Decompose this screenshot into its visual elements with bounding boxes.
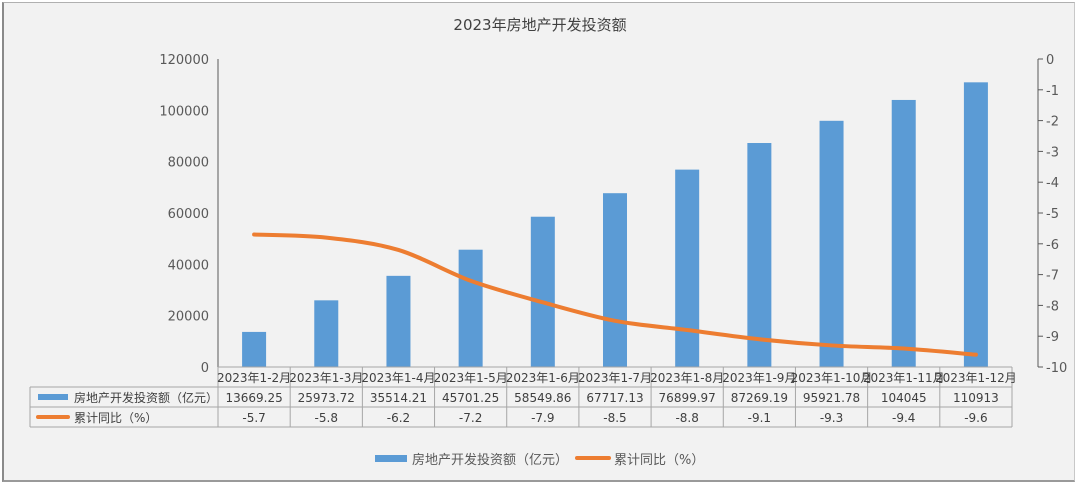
table-cell-value: -9.3 [820,411,843,425]
table-cell-value: 25973.72 [298,391,355,405]
y-right-tick-label: -8 [1046,299,1059,314]
legend-label: 房地产开发投资额（亿元） [412,452,568,468]
bar [675,169,700,367]
bar [458,249,483,367]
y-right-tick-label: -3 [1046,145,1059,160]
y-left-tick-label: 80000 [168,156,209,171]
y-right-tick-label: -7 [1046,269,1059,284]
table-series-name: 累计同比（%） [74,411,157,425]
table-cell-value: 45701.25 [442,391,499,405]
y-right-tick-label: -2 [1046,115,1059,130]
y-right-tick-label: -4 [1046,176,1059,191]
table-cell-value: 35514.21 [370,391,427,405]
y-right-tick-label: -1 [1046,84,1059,99]
bar [603,193,627,367]
y-right-tick-label: -10 [1046,361,1067,376]
data-table: 2023年1-2月2023年1-3月2023年1-4月2023年1-5月2023… [29,366,1017,428]
table-legend-key [38,394,68,400]
bar [891,99,916,367]
table-cell-value: 110913 [953,391,999,405]
table-cell-value: -7.2 [459,411,482,425]
table-cell-value: 95921.78 [803,391,860,405]
table-cell-value: -9.4 [892,411,915,425]
table-cell-value: -8.8 [675,411,698,425]
table-cell-value: -5.8 [315,411,338,425]
table-series-name: 房地产开发投资额（亿元） [74,390,218,405]
bar [242,331,267,367]
x-category-label: 2023年1-6月 [506,371,580,385]
y-right-tick-label: -5 [1046,207,1059,222]
y-right-tick-label: -6 [1046,238,1059,253]
y-right-tick-label: -9 [1046,330,1059,345]
y-left-tick-label: 0 [201,361,209,376]
table-cell-value: -9.1 [748,411,771,425]
table-cell-value: 76899.97 [659,391,716,405]
y-left-axis: 0 20000 40000 60000 80000 100000 120000 [159,53,219,376]
y-left-tick-label: 40000 [168,258,209,273]
chart-title: 2023年房地产开发投资额 [453,16,626,34]
x-category-label: 2023年1-3月 [289,371,363,385]
table-cell-value: 104045 [881,391,927,405]
x-category-label: 2023年1-2月 [217,371,291,385]
y-right-tick-label: 0 [1046,53,1054,68]
x-category-label: 2023年1-10月 [791,371,873,385]
legend-key-bar [375,455,407,462]
table-cell-value: -6.2 [387,411,410,425]
table-cell-value: 13669.25 [225,391,282,405]
bar [963,82,988,367]
y-left-tick-label: 60000 [168,207,209,222]
x-category-label: 2023年1-5月 [434,371,508,385]
legend-label: 累计同比（%） [614,453,704,468]
x-category-label: 2023年1-12月 [935,371,1017,385]
bar-series [242,82,988,367]
x-category-label: 2023年1-8月 [650,371,724,385]
bar [819,120,844,367]
table-cell-value: -8.5 [603,411,626,425]
y-right-axis: 0 -1 -2 -3 -4 -5 -6 -7 -8 -9 -10 [1037,53,1067,376]
x-category-label: 2023年1-11月 [863,371,945,385]
table-cell-value: -7.9 [531,411,554,425]
bar [747,143,772,367]
bar [314,300,339,367]
line-series [252,232,978,357]
table-cell-value: 87269.19 [731,391,788,405]
y-left-tick-label: 120000 [159,53,209,68]
bar [530,216,555,367]
x-category-label: 2023年1-4月 [361,371,435,385]
bar [386,275,411,367]
x-category-label: 2023年1-7月 [578,371,652,385]
y-left-tick-label: 100000 [159,104,209,119]
y-left-tick-label: 20000 [168,310,209,325]
table-cell-value: 58549.86 [514,391,571,405]
legend: 房地产开发投资额（亿元） 累计同比（%） [375,452,704,468]
table-cell-value: -9.6 [964,411,987,425]
x-category-label: 2023年1-9月 [722,371,796,385]
table-cell-value: 67717.13 [586,391,643,405]
table-cell-value: -5.7 [242,411,265,425]
